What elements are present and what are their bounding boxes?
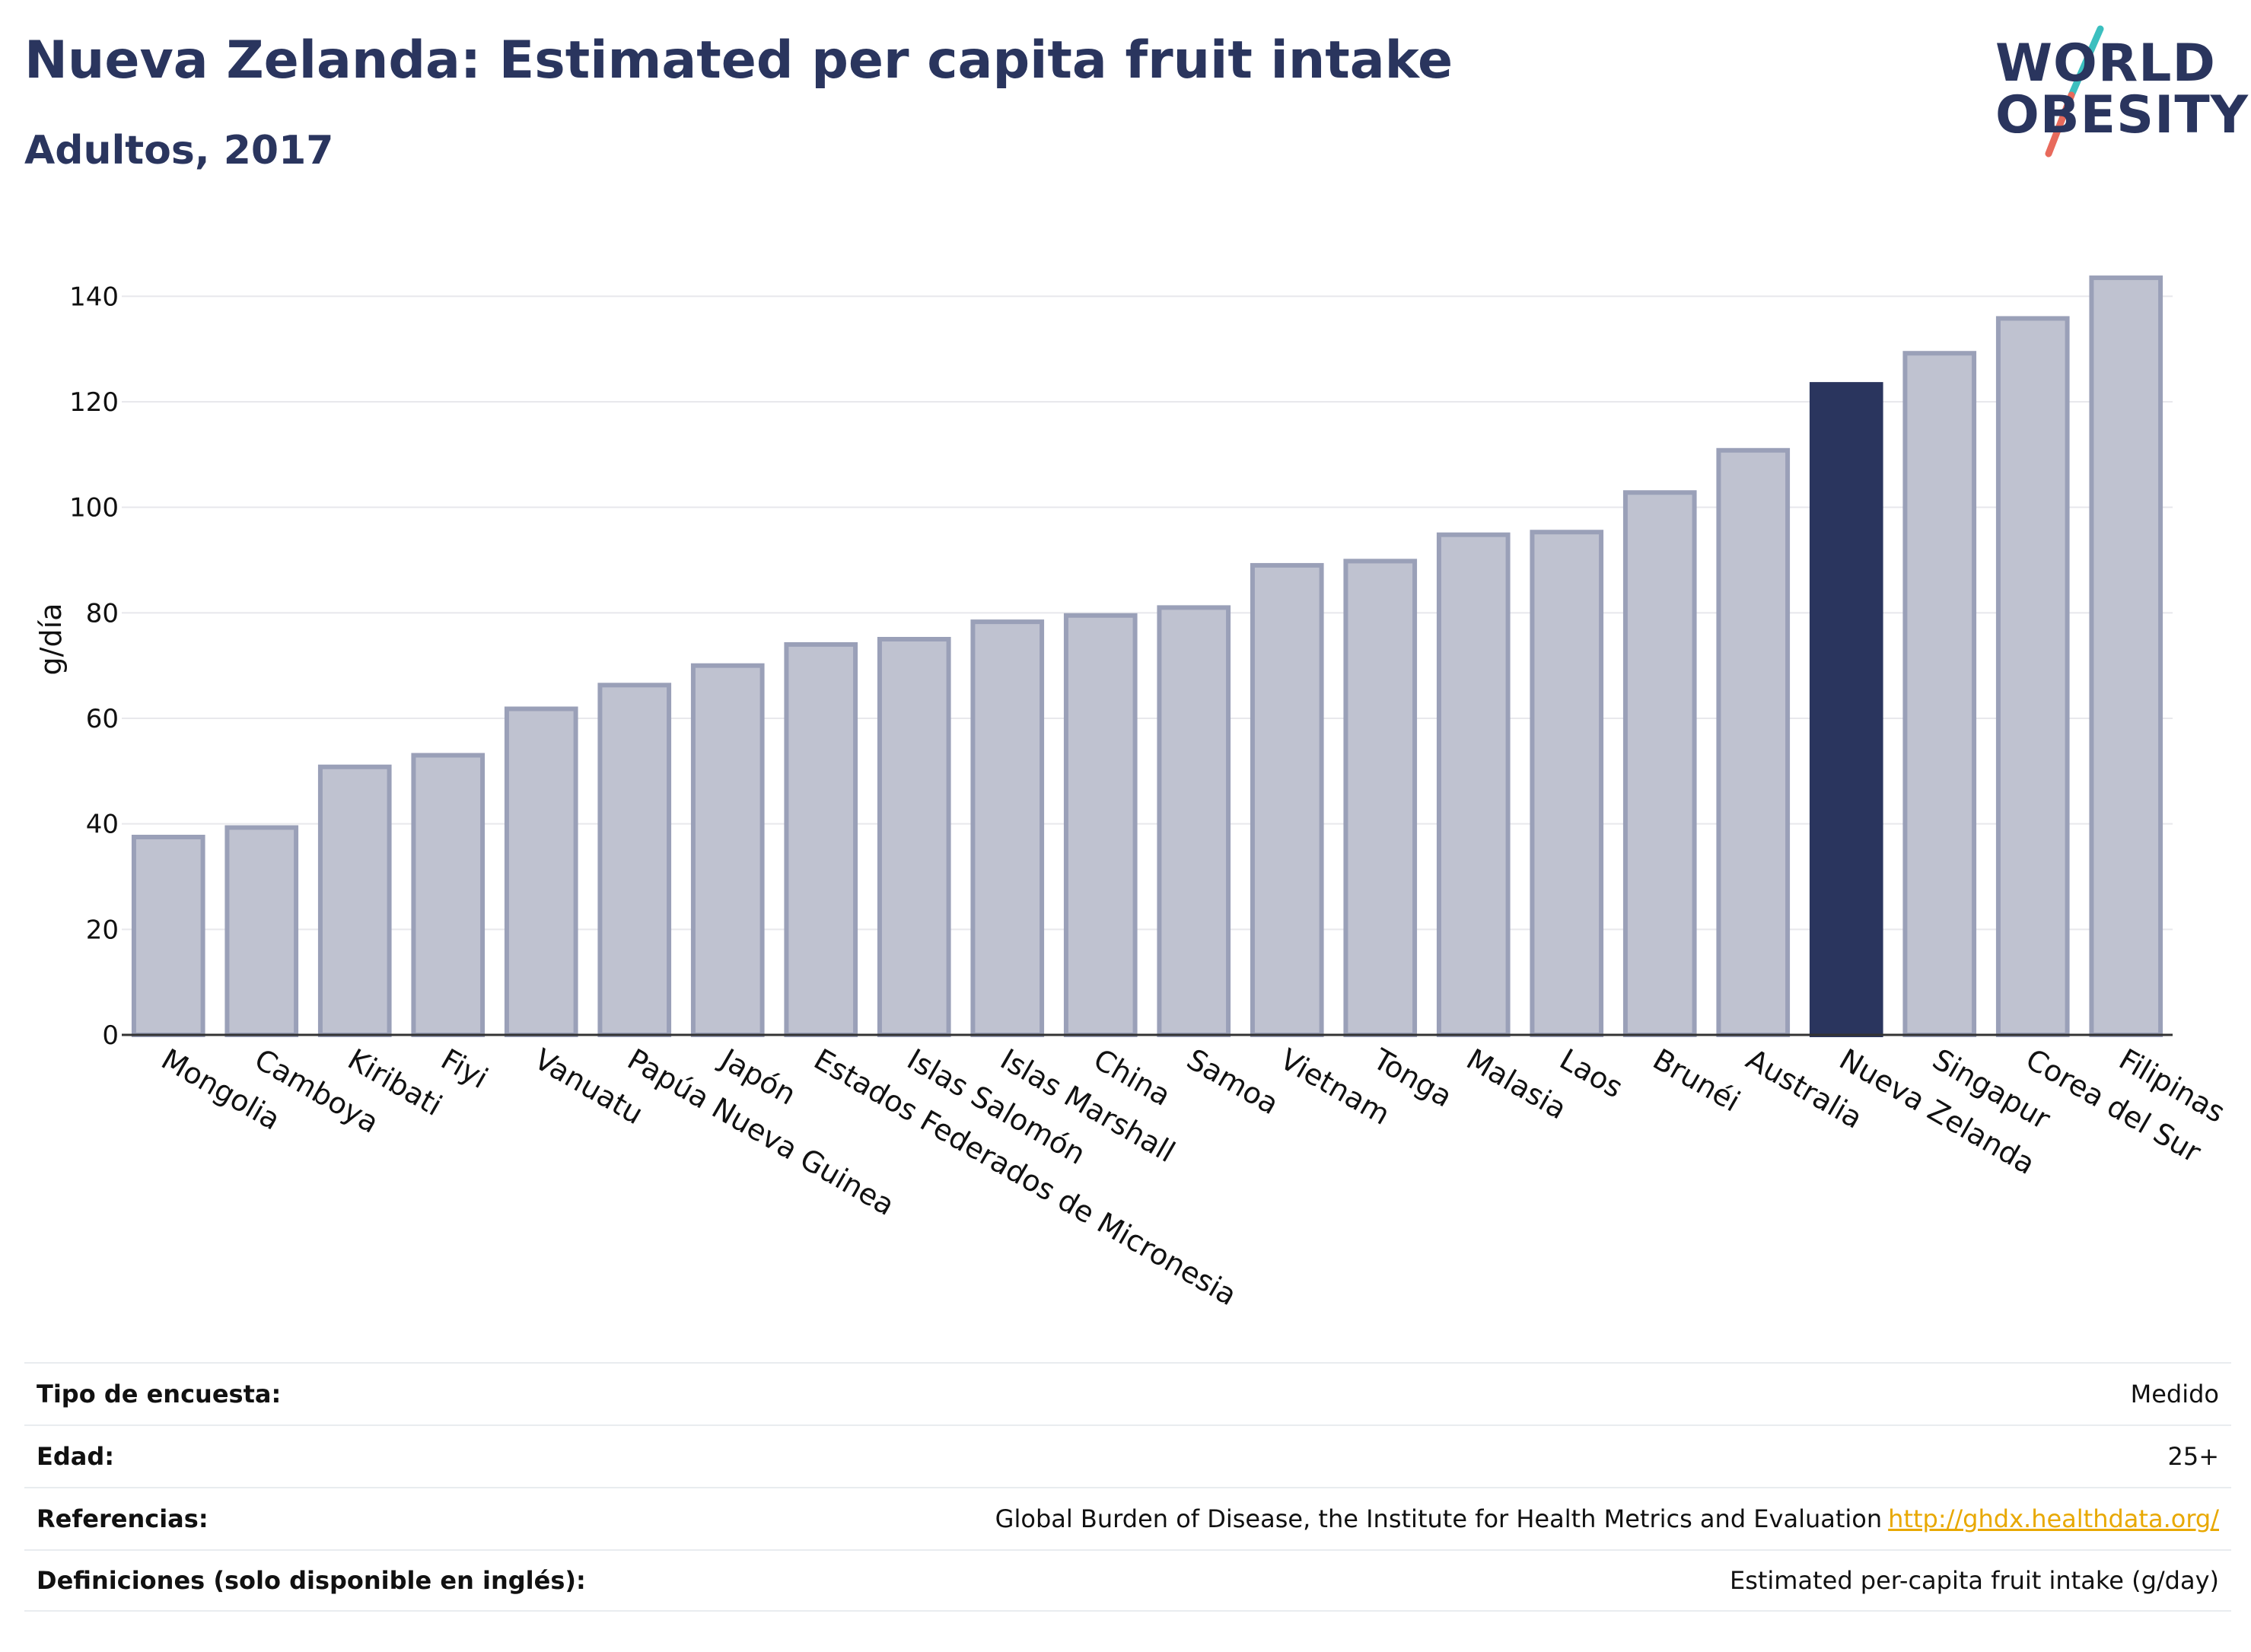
bar: [1530, 530, 1604, 1037]
bar: [2089, 275, 2163, 1038]
bar: [1063, 613, 1138, 1037]
y-tick-label: 140: [69, 282, 119, 312]
bar: [690, 663, 765, 1038]
y-tick-label: 120: [69, 387, 119, 418]
y-axis-label: g/día: [34, 603, 68, 676]
info-row-age: Edad: 25+: [24, 1424, 2231, 1487]
info-row-survey-type: Tipo de encuesta: Medido: [24, 1362, 2231, 1424]
bar: [1343, 559, 1418, 1037]
info-table: Tipo de encuesta: Medido Edad: 25+ Refer…: [24, 1362, 2231, 1612]
info-value: Estimated per-capita fruit intake (g/day…: [1729, 1566, 2219, 1595]
info-label: Referencias:: [37, 1504, 209, 1533]
chart-subtitle: Adultos, 2017: [24, 128, 334, 173]
logo-slash-icon: [2045, 25, 2104, 158]
chart-title: Nueva Zelanda: Estimated per capita frui…: [24, 30, 1453, 91]
bar: [1250, 562, 1324, 1037]
x-tick-label: Samoa: [1181, 1042, 1284, 1122]
bar: [1995, 316, 2070, 1038]
info-row-references: Referencias: Global Burden of Disease, t…: [24, 1487, 2231, 1549]
info-value: Medido: [2130, 1380, 2219, 1408]
bar: [131, 835, 205, 1037]
world-obesity-logo: WORLD OBESITY: [1986, 23, 2248, 160]
bar: [1902, 351, 1977, 1038]
y-tick-label: 40: [86, 810, 119, 840]
bar: [784, 641, 858, 1037]
bar: [1716, 447, 1791, 1037]
bar: [1436, 532, 1511, 1038]
bar: [224, 825, 299, 1038]
bar: [1622, 490, 1697, 1037]
info-label: Tipo de encuesta:: [37, 1380, 282, 1408]
bar: [970, 619, 1045, 1037]
info-label: Edad:: [37, 1442, 115, 1471]
bar: [411, 753, 486, 1037]
bar: [1809, 382, 1883, 1037]
reference-text: Global Burden of Disease, the Institute …: [995, 1504, 1883, 1533]
info-label: Definiciones (solo disponible en inglés)…: [37, 1566, 586, 1595]
y-tick-label: 0: [102, 1020, 119, 1051]
x-tick-label: Fiyi: [435, 1042, 493, 1095]
info-row-definitions: Definiciones (solo disponible en inglés)…: [24, 1549, 2231, 1612]
bar-chart: 0 20 40 60 80 100 120 140 g/día Mongolia Camboya Ki…: [0, 213, 2251, 1354]
bar-chart-svg: 020406080100120140g/díaMongoliaCamboyaKi…: [34, 275, 2230, 1312]
x-tick-label: Brunéi: [1648, 1042, 1746, 1119]
bar: [317, 764, 392, 1038]
info-value-references: Global Burden of Disease, the Institute …: [995, 1504, 2219, 1533]
y-tick-label: 80: [86, 598, 119, 629]
y-tick-label: 100: [69, 493, 119, 524]
bar: [504, 706, 578, 1038]
logo-word-obesity: OBESITY: [1995, 85, 2249, 145]
x-tick-label: Malasia: [1461, 1042, 1572, 1126]
bar: [877, 637, 951, 1037]
logo-word-world: WORLD: [1995, 33, 2216, 94]
bar: [1157, 605, 1231, 1037]
info-value: 25+: [2167, 1442, 2219, 1471]
reference-link[interactable]: http://ghdx.healthdata.org/: [1888, 1504, 2219, 1533]
y-tick-label: 60: [86, 704, 119, 734]
bar: [597, 683, 672, 1037]
y-tick-label: 20: [86, 915, 119, 945]
